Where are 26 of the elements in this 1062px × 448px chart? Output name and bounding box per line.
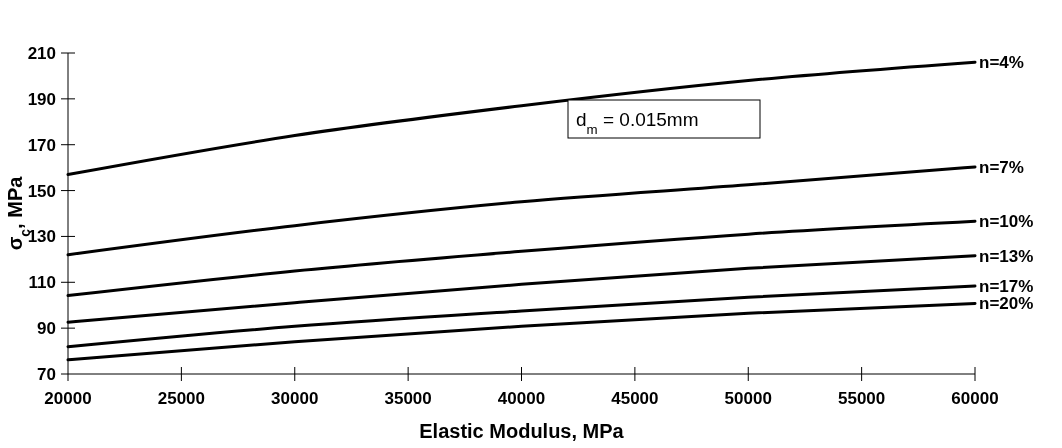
x-axis-title: Elastic Modulus, MPa [419, 420, 625, 442]
x-tick-label: 30000 [271, 389, 319, 408]
series-label: n=7% [979, 157, 1024, 177]
x-tick-label: 50000 [724, 389, 772, 408]
y-tick-label: 130 [27, 227, 56, 247]
x-tick-label: 60000 [951, 389, 999, 408]
y-tick-label: 90 [37, 319, 56, 339]
y-tick-label: 150 [27, 181, 56, 201]
y-tick-label: 190 [27, 89, 56, 109]
series-label: n=13% [979, 246, 1034, 266]
x-tick-label: 55000 [837, 389, 886, 408]
x-tick-label: 35000 [384, 389, 432, 408]
series-label: n=17% [979, 276, 1034, 296]
series-label: n=20% [979, 294, 1034, 314]
annotation: d$_{m}$ = 0.015mm [576, 109, 699, 137]
y-tick-label: 170 [27, 135, 56, 155]
series-label: n=4% [979, 53, 1024, 73]
x-tick-label: 40000 [497, 389, 546, 408]
x-tick-label: 45000 [611, 389, 659, 408]
series-label: n=10% [979, 212, 1034, 232]
y-tick-label: 210 [27, 43, 56, 63]
note-box: d$_{m}$ = 0.015mm [567, 99, 761, 139]
y-tick-label: 70 [37, 364, 56, 384]
x-tick-label: 25000 [157, 389, 206, 408]
x-tick-label: 20000 [44, 389, 92, 408]
y-tick-label: 110 [28, 273, 56, 293]
